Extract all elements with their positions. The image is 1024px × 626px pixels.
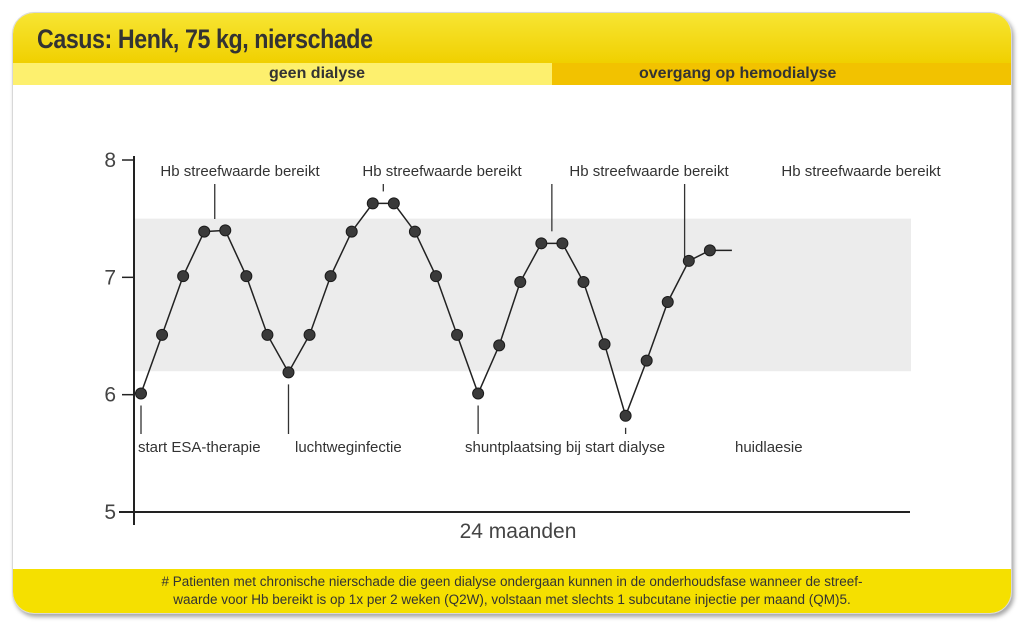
data-point [387,197,400,210]
annotation-event: shuntplaatsing bij start dialyse [465,439,665,456]
phase-band-no-dialysis: geen dialyse [13,63,552,85]
data-point [577,276,590,289]
data-point [408,225,421,238]
data-point [219,224,232,237]
header-bar: Casus: Henk, 75 kg, nierschade [13,13,1011,63]
annotation-event: start ESA-therapie [138,439,261,456]
data-point [640,354,653,367]
data-point [661,295,674,308]
data-point [619,409,632,422]
footnote-bar: # Patienten met chronische nierschade di… [13,569,1011,613]
annotation-target-reached: Hb streefwaarde bereikt [160,163,320,180]
data-point [682,254,695,267]
data-point [703,244,716,257]
data-point [472,387,485,400]
data-point [535,237,548,250]
y-tick-label: 8 [104,149,116,172]
annotation-event: huidlaesie [735,439,803,456]
chart-title: Casus: Henk, 75 kg, nierschade [37,24,373,54]
footnote-line-2: waarde voor Hb bereikt is op 1x per 2 we… [173,592,851,607]
data-point [261,328,274,341]
annotation-target-reached: Hb streefwaarde bereikt [781,163,941,180]
data-point [324,270,337,283]
data-point [345,225,358,238]
footnote-line-1: # Patienten met chronische nierschade di… [161,574,863,589]
x-axis-label: 24 maanden [460,520,577,543]
data-point [198,225,211,238]
data-point [177,270,190,283]
data-point [282,366,295,379]
phase-band-hemodialysis: overgang op hemodialyse [552,63,1011,85]
data-point [451,328,464,341]
data-point [135,387,147,400]
data-point [556,237,569,250]
data-point [429,270,442,283]
annotation-target-reached: Hb streefwaarde bereikt [569,163,729,180]
phase-label-no-dialysis: geen dialyse [269,65,366,82]
phase-label-hemodialysis: overgang op hemodialyse [639,65,837,82]
data-point [303,328,316,341]
data-point [598,338,611,351]
y-tick-label: 5 [104,501,116,524]
data-point [514,276,527,289]
annotation-event: luchtweginfectie [295,439,402,456]
data-point [240,270,253,283]
target-range-band [134,218,911,372]
data-point [156,328,169,341]
y-tick-label: 6 [104,384,116,407]
y-tick-label: 7 [104,266,116,289]
data-point [493,339,506,352]
annotation-target-reached: Hb streefwaarde bereikt [362,163,522,180]
data-point [366,197,379,210]
